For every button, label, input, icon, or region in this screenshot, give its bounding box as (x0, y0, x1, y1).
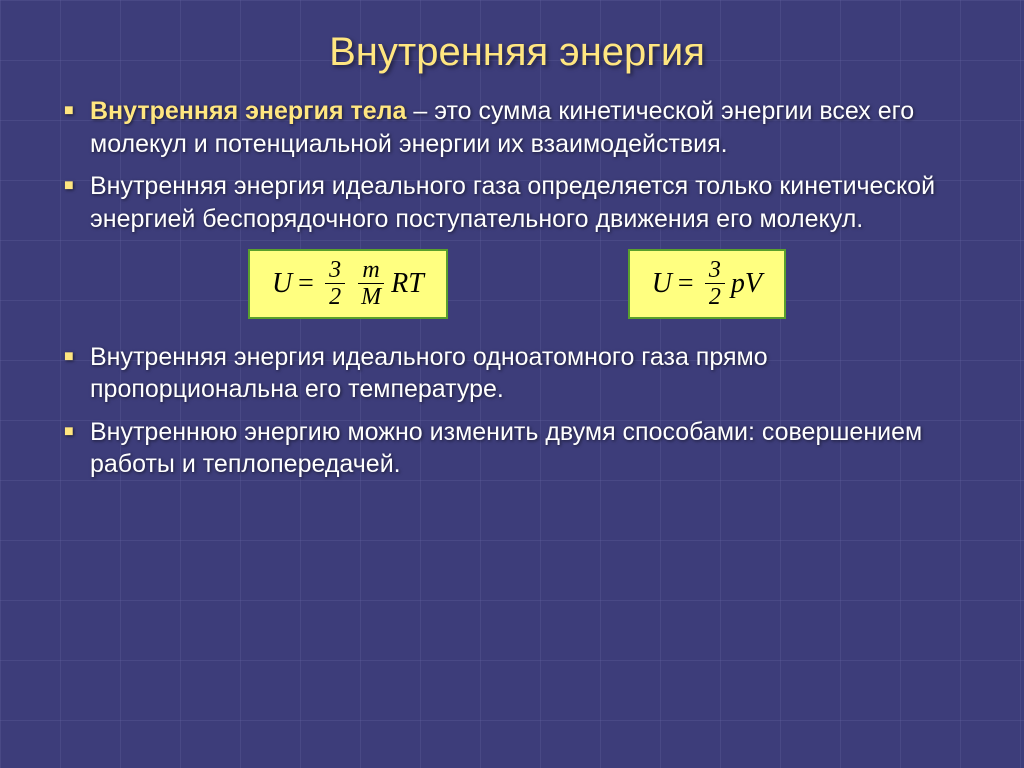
f1-U: U (272, 268, 292, 300)
f1-eq: = (296, 268, 315, 300)
formula-2: U = 3 2 pV (628, 249, 786, 319)
slide-title: Внутренняя энергия (60, 30, 974, 75)
f2-frac: 3 2 (705, 257, 725, 311)
formula-row: U = 3 2 m M RT U = 3 2 pV (60, 249, 974, 319)
f1-frac1: 3 2 (325, 257, 345, 311)
f2-tail: pV (731, 268, 762, 300)
bullets-top: Внутренняя энергия тела – это сумма кине… (60, 95, 974, 235)
f2-eq: = (676, 268, 695, 300)
f1-frac2: m M (357, 257, 385, 311)
bullets-bottom: Внутренняя энергия идеального одноатомно… (60, 341, 974, 481)
slide: Внутренняя энергия Внутренняя энергия те… (0, 0, 1024, 521)
bullet-1-term: Внутренняя энергия тела (90, 97, 406, 125)
bullet-3: Внутренняя энергия идеального одноатомно… (60, 341, 974, 406)
f1-tail: RT (391, 268, 424, 300)
bullet-1: Внутренняя энергия тела – это сумма кине… (60, 95, 974, 160)
bullet-4: Внутреннюю энергию можно изменить двумя … (60, 416, 974, 481)
bullet-2: Внутренняя энергия идеального газа опред… (60, 170, 974, 235)
f2-U: U (652, 268, 672, 300)
formula-1: U = 3 2 m M RT (248, 249, 448, 319)
